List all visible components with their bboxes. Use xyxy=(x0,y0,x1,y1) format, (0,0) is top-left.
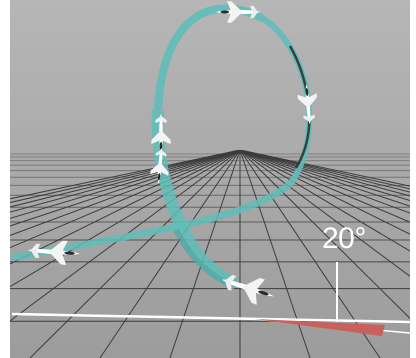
grid-line xyxy=(239,150,410,235)
grid-line xyxy=(239,150,410,252)
grid-line xyxy=(239,150,410,190)
grid-line xyxy=(10,150,241,208)
grid-line xyxy=(239,150,410,207)
grid-line xyxy=(29,150,241,358)
grid-line xyxy=(10,150,241,249)
grid-line xyxy=(239,150,410,214)
climb-angle-marker xyxy=(11,262,411,336)
grid-line xyxy=(99,150,241,358)
grid-line xyxy=(10,150,241,200)
grid-line xyxy=(239,150,410,197)
grid-line xyxy=(10,150,241,236)
grid-line xyxy=(10,150,241,213)
grid-line xyxy=(10,150,241,219)
grid-line xyxy=(239,150,381,358)
grid-line xyxy=(239,150,410,187)
grid-line xyxy=(10,150,241,204)
background-panel xyxy=(10,0,410,358)
grid-line xyxy=(10,150,241,227)
grid-line xyxy=(239,150,410,223)
grid-line xyxy=(239,150,410,320)
angle-wedge xyxy=(255,319,385,336)
grid-line xyxy=(239,150,410,193)
grid-line xyxy=(10,150,241,322)
angle-label: 20° xyxy=(322,222,366,255)
grid-line xyxy=(239,150,410,202)
